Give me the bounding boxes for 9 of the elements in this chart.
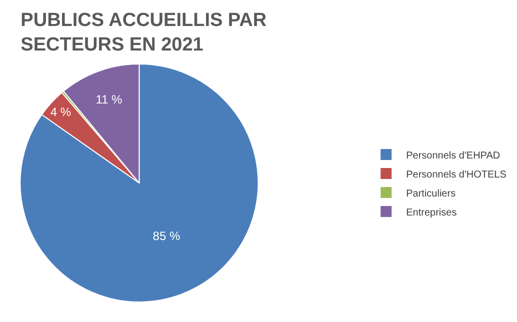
pie-slice bbox=[20, 64, 259, 302]
legend-label: Particuliers bbox=[406, 188, 456, 200]
chart-title: PUBLICS ACCUEILLIS PAR SECTEURS EN 2021 bbox=[20, 10, 267, 56]
legend-label: Entreprises bbox=[406, 207, 457, 218]
data-label: 85 % bbox=[152, 228, 180, 243]
legend-label: Personnels d'HOTELS bbox=[406, 169, 507, 180]
legend-label: Personnels d'EHPAD bbox=[406, 150, 500, 162]
data-label: 11 % bbox=[96, 92, 123, 106]
data-label: 4 % bbox=[50, 104, 72, 119]
